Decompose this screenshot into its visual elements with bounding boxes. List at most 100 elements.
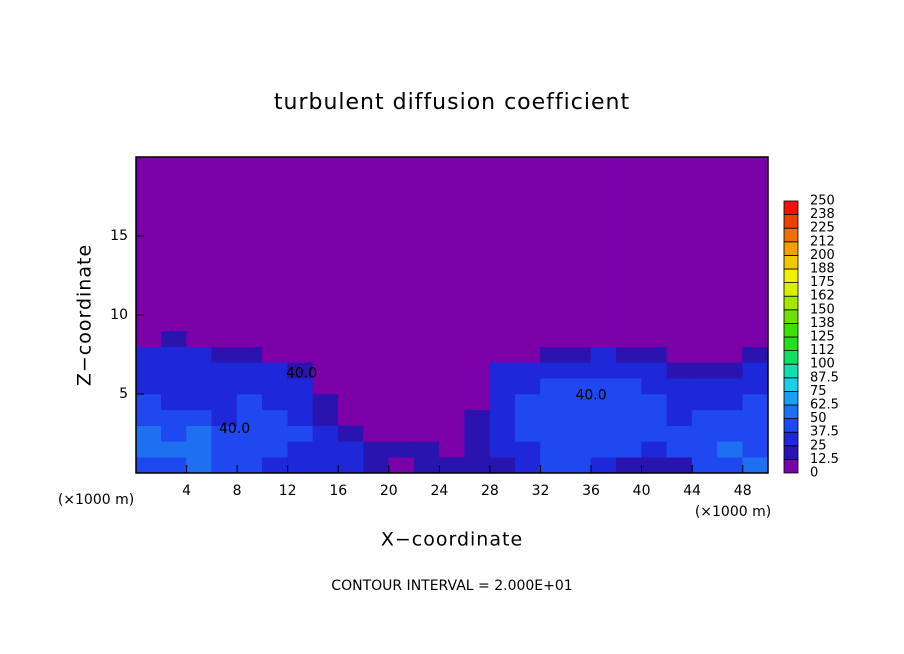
- cell: [160, 377, 187, 395]
- x-tick-label: 40: [633, 483, 651, 499]
- cell: [742, 156, 769, 332]
- cell: [160, 346, 187, 363]
- cell: [464, 425, 491, 442]
- colorbar-label: 238: [810, 207, 835, 222]
- cell: [666, 393, 693, 411]
- colorbar-swatch: [783, 445, 799, 460]
- cell: [590, 362, 617, 379]
- cell: [691, 425, 718, 442]
- cell: [717, 377, 744, 395]
- cell: [388, 346, 415, 363]
- cell: [540, 425, 567, 442]
- cell: [312, 409, 339, 426]
- cell: [388, 156, 415, 332]
- cell: [363, 156, 390, 332]
- cell: [691, 330, 718, 347]
- cell: [489, 393, 516, 411]
- cell: [616, 441, 642, 458]
- cell: [186, 362, 213, 379]
- cell: [540, 156, 567, 332]
- cell: [287, 441, 314, 458]
- cell: [186, 456, 213, 474]
- cell: [641, 346, 668, 363]
- cell: [186, 156, 213, 332]
- cell: [160, 456, 187, 474]
- cell: [312, 425, 339, 442]
- colorbar-label: 112: [810, 343, 835, 358]
- cell: [262, 156, 288, 332]
- colorbar-swatch: [783, 282, 799, 297]
- colorbar-swatch: [783, 336, 799, 352]
- cell: [717, 393, 744, 411]
- colorbar-label: 162: [810, 289, 835, 304]
- cell: [489, 425, 516, 442]
- colorbar-swatch: [783, 431, 799, 447]
- x-unit: (×1000 m): [695, 504, 771, 520]
- cell: [565, 330, 592, 347]
- cell: [211, 362, 238, 379]
- colorbar-label: 138: [810, 316, 835, 331]
- x-tick-label: 28: [481, 483, 499, 499]
- cell: [691, 409, 718, 426]
- cell: [413, 425, 440, 442]
- x-tick-label: 16: [329, 483, 347, 499]
- cell: [717, 441, 744, 458]
- cell: [540, 409, 567, 426]
- cell: [337, 425, 364, 442]
- cell: [388, 377, 415, 395]
- y-axis-label: Z−coordinate: [74, 244, 96, 386]
- cell: [211, 377, 238, 395]
- cell: [160, 362, 187, 379]
- cell: [135, 393, 162, 411]
- cell: [413, 456, 440, 474]
- cell: [489, 362, 516, 379]
- cell: [717, 425, 744, 442]
- cell: [666, 362, 693, 379]
- cell: [211, 393, 238, 411]
- colorbar-label: 250: [810, 194, 835, 209]
- cell: [464, 409, 491, 426]
- cell: [135, 362, 162, 379]
- cell: [337, 346, 364, 363]
- cell: [413, 441, 440, 458]
- colorbar-label: 25: [810, 438, 827, 453]
- cell: [236, 346, 263, 363]
- contour-label: 40.0: [286, 365, 317, 381]
- cell: [388, 409, 415, 426]
- colorbar-swatch: [783, 404, 799, 420]
- cell: [717, 330, 744, 347]
- cell: [363, 362, 390, 379]
- cell: [666, 425, 693, 442]
- cell: [641, 330, 668, 347]
- cell: [388, 456, 415, 474]
- cell: [388, 393, 415, 411]
- cell: [742, 346, 769, 363]
- cell: [590, 156, 617, 332]
- colorbar-swatch: [783, 214, 799, 229]
- cell: [641, 393, 668, 411]
- cell: [616, 346, 642, 363]
- cell: [160, 425, 187, 442]
- cell: [236, 377, 263, 395]
- colorbar-swatch: [783, 458, 799, 474]
- colorbar-label: 62.5: [810, 398, 839, 413]
- cell: [691, 346, 718, 363]
- cell: [211, 441, 238, 458]
- cell: [514, 330, 541, 347]
- cell: [439, 156, 465, 332]
- cell: [464, 330, 491, 347]
- cell: [616, 330, 642, 347]
- cell: [337, 362, 364, 379]
- cell: [160, 409, 187, 426]
- cell: [337, 330, 364, 347]
- cell: [691, 456, 718, 474]
- cell: [160, 441, 187, 458]
- cell: [742, 409, 769, 426]
- cell: [186, 425, 213, 442]
- colorbar-label: 87.5: [810, 370, 839, 385]
- x-tick-label: 24: [430, 483, 448, 499]
- cell: [236, 156, 263, 332]
- cell: [616, 362, 642, 379]
- cell: [262, 362, 288, 379]
